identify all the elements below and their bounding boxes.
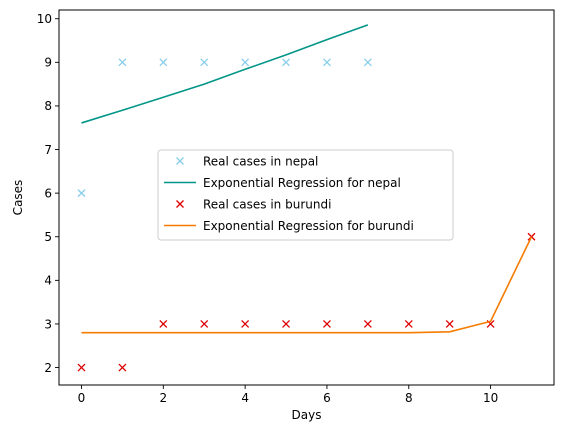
series-line-exponential-regression-for-nepal (81, 24, 369, 124)
data-point-real-cases-in-nepal (282, 58, 291, 67)
y-tick-label: 3 (44, 317, 52, 331)
data-point-real-cases-in-burundi (404, 319, 413, 328)
y-tick-label: 7 (44, 143, 52, 157)
y-tick-label: 4 (44, 274, 52, 288)
y-tick-label: 10 (37, 12, 52, 26)
x-tick-label: 6 (323, 391, 331, 405)
x-tick-label: 10 (483, 391, 498, 405)
y-tick-label: 9 (44, 56, 52, 70)
series-line-exponential-regression-for-burundi (81, 236, 533, 334)
x-axis: 0 2 4 6 8 10 (78, 385, 498, 405)
y-tick-label: 6 (44, 186, 52, 200)
data-point-real-cases-in-burundi (363, 319, 372, 328)
data-point-real-cases-in-nepal (118, 58, 127, 67)
y-axis: 2 3 4 5 6 7 8 9 10 (37, 12, 59, 375)
x-tick-label: 0 (78, 391, 86, 405)
legend-marker-handle (176, 157, 184, 165)
data-point-real-cases-in-burundi (77, 363, 86, 372)
data-point-real-cases-in-burundi (241, 319, 250, 328)
y-tick-label: 2 (44, 361, 52, 375)
data-point-real-cases-in-burundi (200, 319, 209, 328)
data-point-real-cases-in-burundi (322, 319, 331, 328)
legend-label: Exponential Regression for nepal (203, 176, 401, 190)
plot-content (77, 24, 536, 372)
x-tick-label: 4 (241, 391, 249, 405)
x-axis-label: Days (292, 408, 322, 422)
x-tick-label: 2 (159, 391, 167, 405)
legend-label: Real cases in nepal (203, 154, 318, 168)
plot-frame (58, 9, 555, 386)
y-tick-label: 8 (44, 99, 52, 113)
legend-label: Real cases in burundi (203, 197, 331, 211)
data-point-real-cases-in-nepal (241, 58, 250, 67)
data-point-real-cases-in-nepal (363, 58, 372, 67)
legend-label: Exponential Regression for burundi (203, 219, 414, 233)
data-point-real-cases-in-burundi (118, 363, 127, 372)
legend-marker-handle (176, 200, 184, 208)
data-point-real-cases-in-nepal (200, 58, 209, 67)
y-tick-label: 5 (44, 230, 52, 244)
data-point-real-cases-in-nepal (159, 58, 168, 67)
data-point-real-cases-in-nepal (322, 58, 331, 67)
x-tick-label: 8 (405, 391, 413, 405)
data-point-real-cases-in-burundi (445, 319, 454, 328)
data-point-real-cases-in-nepal (77, 189, 86, 198)
legend-box (157, 149, 454, 241)
legend: Real cases in nepal Exponential Regressio… (157, 149, 454, 241)
data-point-real-cases-in-burundi (282, 319, 291, 328)
data-point-real-cases-in-burundi (159, 319, 168, 328)
y-axis-label: Cases (11, 180, 25, 216)
